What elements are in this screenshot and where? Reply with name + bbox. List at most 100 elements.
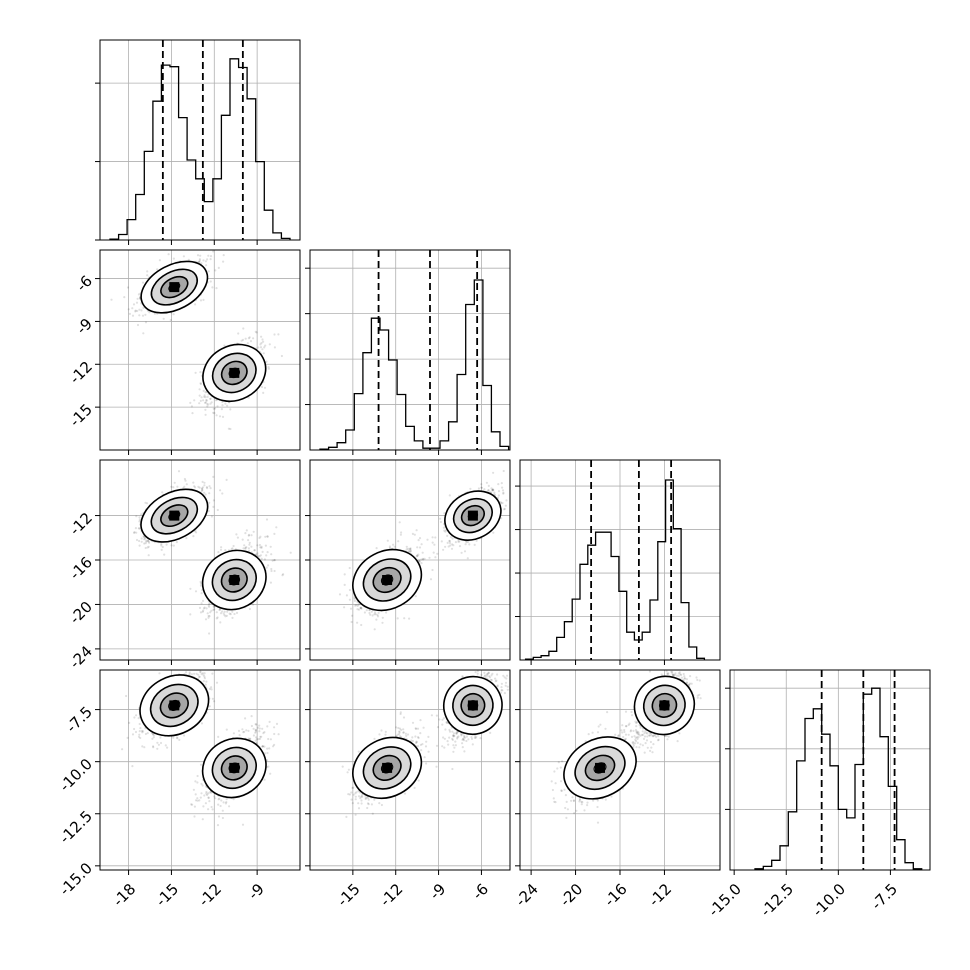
scatter-point [208,492,211,495]
scatter-point [192,535,195,538]
scatter-point [250,534,253,537]
scatter-point [261,338,264,341]
scatter-point [500,482,503,485]
scatter-point [280,354,283,358]
scatter-point [343,606,346,609]
scatter-point [138,516,141,519]
scatter-point [264,535,267,538]
scatter-point [147,554,150,557]
scatter-point [215,611,218,614]
scatter-point [289,551,292,554]
scatter-point [449,544,452,547]
scatter-point [135,538,139,542]
scatter-point [373,628,376,631]
scatter-point [232,544,235,548]
scatter-point [137,527,140,530]
scatter-point [145,540,148,543]
density-peak-1 [229,367,240,378]
scatter-point [206,395,209,398]
scatter-point [259,346,263,349]
scatter-point [262,340,265,343]
hist-panel-1 [310,250,510,450]
scatter-point [161,491,164,494]
scatter-point [273,569,276,573]
scatter-point [262,352,265,355]
scatter-point [136,323,140,327]
scatter-point [225,478,228,481]
scatter-point [144,546,147,550]
scatter-point [475,539,478,542]
scatter-point [194,590,198,593]
scatter-point [503,507,506,510]
scatter-point [248,607,251,611]
scatter-point [162,317,165,320]
scatter-point [439,517,442,520]
scatter-point [392,543,395,546]
scatter-point [137,293,140,296]
scatter-point [219,548,223,551]
scatter-point [204,618,208,621]
scatter-point [144,321,148,324]
scatter-point [182,255,185,258]
scatter-point [138,539,141,543]
scatter-point [267,564,270,567]
hist-panel-3 [730,670,930,870]
scatter-point [433,543,436,546]
scatter-point [242,327,245,330]
scatter-point [198,486,201,489]
scatter-point [265,360,268,363]
scatter-point [200,602,203,605]
scatter-point [273,333,276,336]
scatter-point [144,313,147,316]
scatter-point [135,301,139,304]
scatter-point [267,367,270,370]
scatter-point [184,479,187,482]
scatter-point [198,259,201,262]
scatter-point [421,551,424,554]
scatter-point [434,556,437,559]
scatter-point [135,531,138,534]
scatter-point [215,287,218,290]
scatter-points-2-0 [133,470,292,635]
scatter-point [191,412,194,415]
scatter-point [193,399,196,402]
scatter-point [231,610,234,613]
scatter-point [418,546,422,549]
scatter-point [208,615,211,618]
scatter-point [201,480,204,483]
scatter-point [413,533,416,536]
scatter-point [198,394,201,397]
scatter-point [210,515,213,518]
scatter-point [492,471,495,474]
scatter-point [264,344,267,347]
scatter-point [128,312,131,315]
scatter-point [140,537,143,540]
scatter-point [194,371,197,374]
scatter-point [442,548,445,551]
scatter-point [257,346,260,349]
scatter-point [265,518,269,521]
scatter-point [237,332,240,335]
scatter-point [209,487,212,490]
scatter-point [259,343,262,346]
scatter-point [229,408,232,411]
scatter-point [258,536,261,540]
scatter-point [185,537,188,540]
scatter-points-2-1 [338,469,508,631]
scatter-point [206,612,209,615]
scatter-point [468,543,471,546]
scatter-point [219,489,222,492]
scatter-point [138,314,141,317]
scatter-point [261,550,264,554]
scatter-point [477,487,480,490]
scatter-point [501,489,505,492]
scatter-point [436,552,439,555]
scatter-point [411,532,414,536]
scatter-point [209,258,212,261]
hist-panel-2 [520,460,720,660]
scatter-point [205,264,208,267]
scatter-point [273,532,276,536]
scatter-point [175,541,178,544]
scatter-point [208,632,211,635]
scatter-point [236,536,239,539]
